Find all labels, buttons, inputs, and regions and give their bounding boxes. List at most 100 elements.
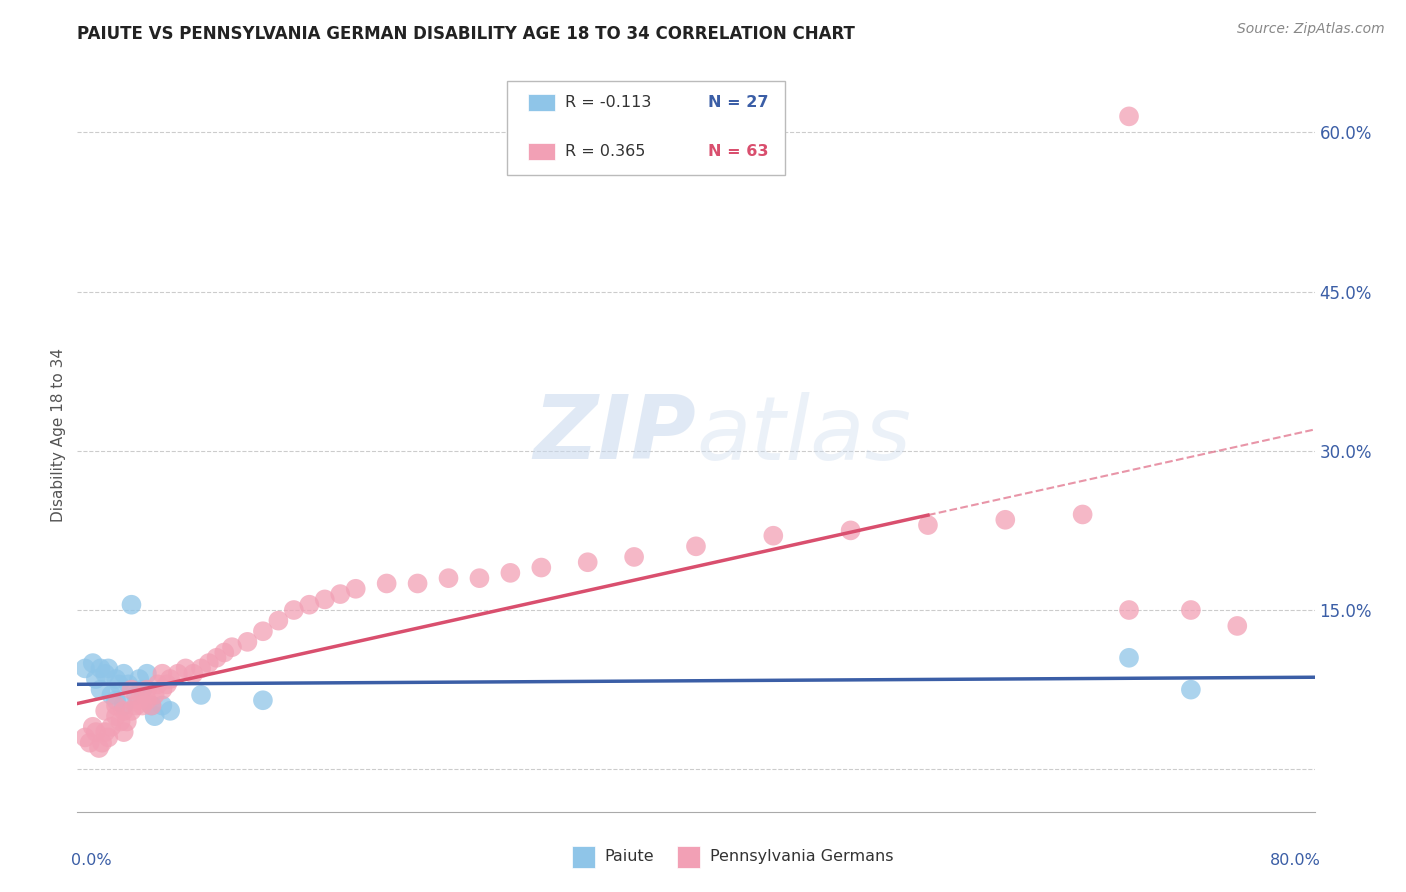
Point <box>125 688 148 702</box>
Point <box>152 682 174 697</box>
Point <box>112 698 135 713</box>
Point <box>329 587 352 601</box>
Point <box>1180 682 1202 697</box>
Point <box>468 571 491 585</box>
Point <box>105 709 127 723</box>
Text: Source: ZipAtlas.com: Source: ZipAtlas.com <box>1237 22 1385 37</box>
Point <box>131 682 153 697</box>
Bar <box>527 95 555 111</box>
Point <box>156 677 179 691</box>
Point <box>198 656 221 670</box>
Point <box>105 672 127 686</box>
Point <box>146 677 169 691</box>
Point <box>82 720 104 734</box>
Point <box>108 677 131 691</box>
Bar <box>527 144 555 160</box>
Point <box>143 688 166 702</box>
FancyBboxPatch shape <box>506 80 785 175</box>
Point <box>84 725 107 739</box>
Point <box>117 677 139 691</box>
Point <box>174 661 197 675</box>
Point <box>344 582 367 596</box>
Text: 0.0%: 0.0% <box>72 853 111 868</box>
Point <box>100 720 122 734</box>
Point <box>1118 109 1140 123</box>
Point <box>406 576 429 591</box>
Point <box>298 598 321 612</box>
Point <box>128 672 150 686</box>
Bar <box>572 846 595 868</box>
Point <box>190 688 212 702</box>
Point <box>128 693 150 707</box>
Point <box>97 731 120 745</box>
Point <box>97 661 120 675</box>
Y-axis label: Disability Age 18 to 34: Disability Age 18 to 34 <box>51 348 66 522</box>
Point <box>79 736 101 750</box>
Point <box>314 592 336 607</box>
Point <box>152 666 174 681</box>
Point <box>100 688 122 702</box>
Point <box>94 725 117 739</box>
Point <box>112 725 135 739</box>
Point <box>141 698 163 713</box>
Point <box>121 682 143 697</box>
Point <box>205 650 228 665</box>
Text: PAIUTE VS PENNSYLVANIA GERMAN DISABILITY AGE 18 TO 34 CORRELATION CHART: PAIUTE VS PENNSYLVANIA GERMAN DISABILITY… <box>77 25 855 43</box>
Point <box>1226 619 1249 633</box>
Text: Pennsylvania Germans: Pennsylvania Germans <box>710 849 893 864</box>
Point <box>125 698 148 713</box>
Point <box>1118 650 1140 665</box>
Point <box>530 560 553 574</box>
Point <box>94 666 117 681</box>
Point <box>1118 603 1140 617</box>
Point <box>499 566 522 580</box>
Point <box>121 598 143 612</box>
Point <box>75 661 96 675</box>
Point <box>112 666 135 681</box>
Point <box>283 603 305 617</box>
Text: ZIP: ZIP <box>533 392 696 478</box>
Point <box>110 714 132 729</box>
Point <box>121 704 143 718</box>
Text: R = -0.113: R = -0.113 <box>565 95 651 110</box>
Point <box>214 645 236 659</box>
Point <box>1071 508 1094 522</box>
Point <box>90 661 111 675</box>
Text: R = 0.365: R = 0.365 <box>565 144 645 159</box>
Point <box>94 704 117 718</box>
Point <box>136 682 159 697</box>
Point <box>75 731 96 745</box>
Point <box>105 693 127 707</box>
Point <box>437 571 460 585</box>
Point <box>115 714 138 729</box>
Point <box>221 640 243 655</box>
Point <box>236 635 259 649</box>
Point <box>159 704 181 718</box>
Point <box>112 704 135 718</box>
Point <box>105 698 127 713</box>
Point <box>917 518 939 533</box>
Point <box>143 709 166 723</box>
Point <box>131 698 153 713</box>
Point <box>994 513 1017 527</box>
Point <box>152 698 174 713</box>
Text: N = 27: N = 27 <box>709 95 769 110</box>
Point <box>82 656 104 670</box>
Point <box>87 741 110 756</box>
Point <box>267 614 290 628</box>
Point <box>252 693 274 707</box>
Point <box>183 666 205 681</box>
Text: Paiute: Paiute <box>605 849 654 864</box>
Text: N = 63: N = 63 <box>709 144 769 159</box>
Point <box>762 529 785 543</box>
Point <box>90 682 111 697</box>
Point <box>159 672 181 686</box>
Point <box>252 624 274 639</box>
Point <box>685 539 707 553</box>
Bar <box>678 846 700 868</box>
Point <box>141 698 163 713</box>
Point <box>167 666 190 681</box>
Text: 80.0%: 80.0% <box>1270 853 1320 868</box>
Point <box>84 672 107 686</box>
Point <box>576 555 599 569</box>
